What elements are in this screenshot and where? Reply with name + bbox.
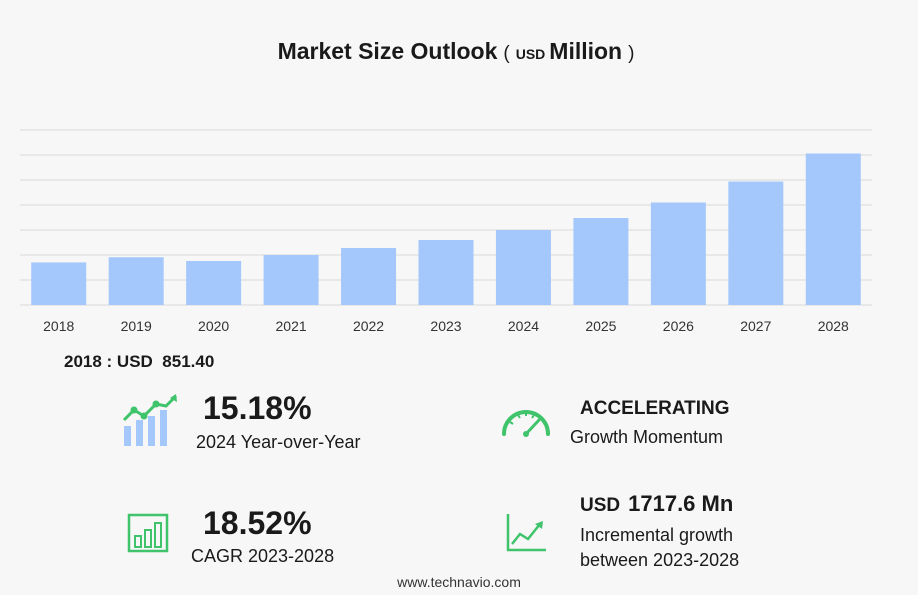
x-tick-label: 2028 bbox=[818, 318, 849, 334]
bar-2021 bbox=[263, 255, 319, 305]
incremental-amount: 1717.6 Mn bbox=[628, 491, 734, 516]
x-tick-label: 2025 bbox=[585, 318, 616, 334]
yoy-value: 15.18% bbox=[203, 390, 312, 426]
base-year-label: 2018 : USD bbox=[64, 352, 153, 371]
incremental-caption-1: Incremental growth bbox=[580, 525, 734, 545]
x-tick-label: 2022 bbox=[353, 318, 384, 334]
x-tick-label: 2024 bbox=[508, 318, 539, 334]
x-tick-label: 2019 bbox=[121, 318, 152, 334]
bar-2027 bbox=[728, 181, 784, 305]
bar-2023 bbox=[418, 240, 474, 305]
bar-2022 bbox=[341, 248, 397, 305]
cagr-value: 18.52% bbox=[203, 505, 312, 541]
x-tick-label: 2027 bbox=[740, 318, 771, 334]
bar-2026 bbox=[650, 202, 706, 305]
bar-2019 bbox=[108, 257, 164, 305]
bar-2025 bbox=[573, 218, 629, 305]
title-unit: Million bbox=[549, 38, 623, 64]
base-year-value: 2018 : USD 851.40 bbox=[64, 352, 214, 372]
title-paren-close: ) bbox=[628, 43, 635, 64]
title-main: Market Size Outlook bbox=[277, 38, 498, 64]
momentum-caption: Growth Momentum bbox=[570, 427, 724, 447]
bar-growth-icon bbox=[122, 394, 178, 446]
title-paren-open: ( bbox=[503, 43, 510, 64]
bar-2020 bbox=[186, 261, 242, 305]
title-currency: USD bbox=[515, 46, 546, 62]
momentum-title: ACCELERATING bbox=[580, 398, 730, 419]
line-growth-icon bbox=[506, 514, 546, 552]
yoy-caption: 2024 Year-over-Year bbox=[196, 432, 361, 452]
bar-chart-icon bbox=[127, 513, 169, 553]
x-tick-label: 2018 bbox=[43, 318, 74, 334]
cagr-caption: CAGR 2023-2028 bbox=[191, 546, 335, 566]
chart-title: Market Size Outlook( USD Million) bbox=[0, 38, 918, 65]
incremental-caption-2: between 2023-2028 bbox=[580, 550, 740, 570]
x-tick-label: 2026 bbox=[663, 318, 694, 334]
x-tick-label: 2020 bbox=[198, 318, 229, 334]
speedometer-icon bbox=[502, 410, 550, 437]
incremental-currency: USD bbox=[580, 495, 621, 516]
incremental-value: USD 1717.6 Mn bbox=[580, 491, 733, 517]
footer-url: www.technavio.com bbox=[397, 574, 521, 590]
bar-2024 bbox=[495, 230, 551, 305]
x-tick-label: 2021 bbox=[276, 318, 307, 334]
x-tick-label: 2023 bbox=[430, 318, 461, 334]
bar-2018 bbox=[31, 262, 87, 305]
bar-2028 bbox=[805, 153, 861, 305]
bar-chart: 2018 2019 2020 2021 2022 2023 2024 2025 2026 2027… bbox=[20, 129, 872, 334]
base-value: 851.40 bbox=[162, 352, 215, 371]
